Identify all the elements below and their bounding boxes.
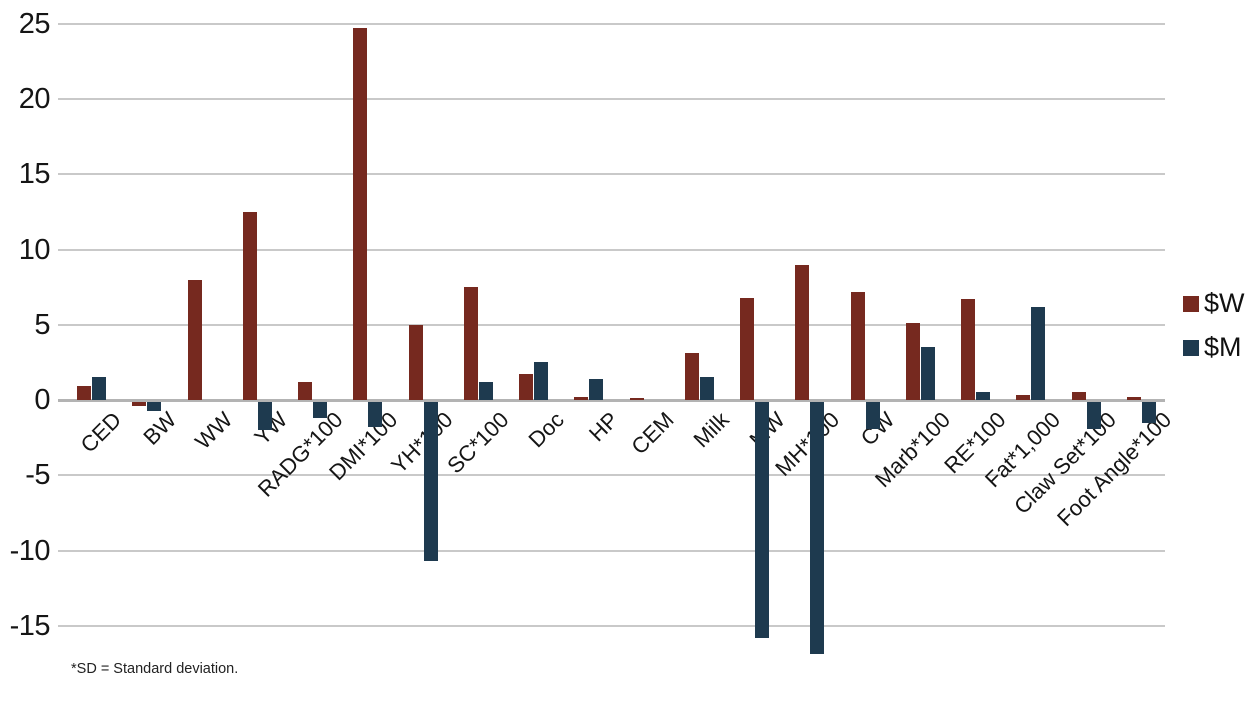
bar-w-7: [463, 287, 478, 400]
footnote: *SD = Standard deviation.: [71, 661, 239, 677]
bar-w-18: [1071, 392, 1086, 400]
legend-item-m: $M: [1183, 334, 1245, 361]
bar-w-10: [629, 398, 644, 400]
x-axis-label: HP: [584, 407, 624, 447]
bar-m-19: [1141, 401, 1156, 423]
legend: $W $M: [1183, 290, 1245, 378]
x-axis-label: CED: [75, 407, 127, 458]
bar-w-0: [77, 386, 91, 400]
bar-w-2: [187, 279, 202, 400]
bar-w-17: [1016, 395, 1031, 400]
bar-m-16: [976, 392, 990, 400]
bar-m-15: [920, 347, 935, 400]
bar-m-9: [589, 378, 604, 400]
bar-w-12: [740, 297, 754, 400]
bar-w-3: [242, 211, 257, 400]
x-axis-label: YH*100: [386, 407, 458, 479]
x-axis-label: CEM: [626, 407, 679, 460]
gridline: [58, 474, 1165, 477]
bar-m-8: [534, 362, 548, 400]
legend-item-w: $W: [1183, 290, 1245, 317]
bar-m-13: [810, 401, 825, 655]
bar-m-18: [1086, 401, 1101, 429]
y-tick-label: 25: [18, 7, 51, 40]
gridline: [58, 323, 1165, 326]
m-series-swatch-icon: [1183, 339, 1199, 356]
y-tick-label: 20: [18, 83, 51, 115]
y-tick-label: 0: [34, 384, 50, 416]
y-tick-label: 10: [18, 233, 51, 266]
bar-w-11: [684, 353, 699, 400]
gridline: [58, 98, 1165, 100]
bar-m-6: [423, 401, 438, 562]
x-axis-label: Doc: [522, 407, 569, 453]
bar-m-7: [478, 381, 493, 400]
legend-label-w: $W: [1204, 288, 1245, 318]
bar-m-3: [257, 401, 272, 431]
bar-w-5: [353, 28, 368, 400]
bar-w-6: [408, 324, 423, 400]
x-axis-label: BW: [138, 407, 182, 450]
bar-w-19: [1126, 396, 1141, 400]
y-tick-label: -10: [9, 534, 51, 567]
bar-m-4: [313, 401, 327, 419]
bar-m-0: [92, 377, 106, 400]
gridline: [58, 248, 1165, 251]
bar-w-1: [132, 401, 147, 407]
y-tick-label: 5: [34, 308, 50, 341]
gridline: [58, 624, 1165, 627]
bar-m-5: [368, 401, 383, 428]
gridline: [58, 173, 1165, 176]
y-tick-label: -15: [9, 609, 51, 642]
y-tick-label: -5: [25, 459, 50, 492]
x-axis-label: WW: [189, 407, 237, 455]
bar-m-11: [699, 377, 714, 400]
x-axis-label: SC*100: [441, 407, 514, 479]
w-series-swatch-icon: [1183, 295, 1199, 312]
bar-w-16: [961, 299, 975, 400]
bar-m-1: [147, 401, 162, 411]
bar-m-14: [865, 401, 880, 429]
y-tick-label: 15: [18, 158, 51, 191]
bar-w-14: [850, 291, 865, 400]
bar-m-17: [1031, 306, 1046, 400]
bar-w-9: [574, 396, 589, 400]
gridline: [58, 549, 1165, 552]
legend-label-m: $M: [1204, 332, 1242, 362]
x-axis-label: Milk: [688, 407, 735, 453]
bar-w-8: [519, 374, 533, 400]
bar-w-13: [795, 264, 810, 400]
gridline: [58, 22, 1165, 25]
bar-m-12: [755, 401, 769, 638]
bar-w-4: [298, 381, 312, 400]
bar-w-15: [905, 323, 920, 400]
zero-gridline: [58, 398, 1165, 402]
